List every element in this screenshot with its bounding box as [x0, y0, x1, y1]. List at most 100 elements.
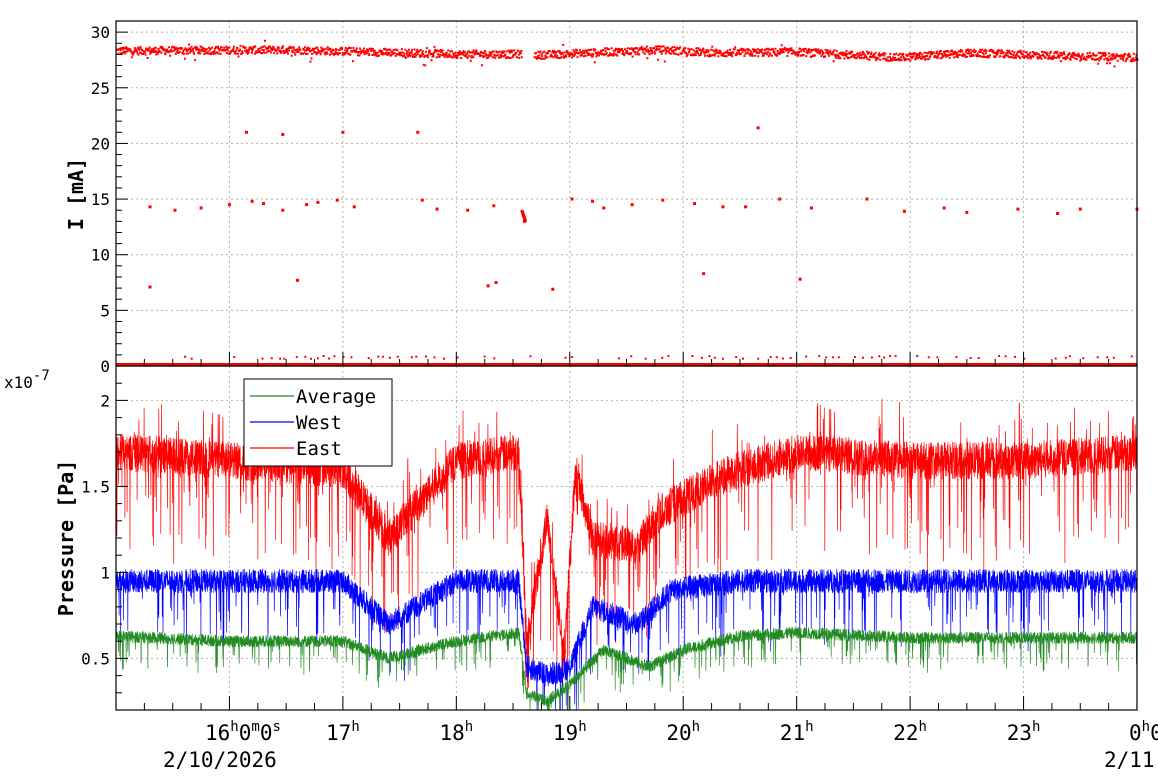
date-label: 2/11: [1104, 748, 1155, 772]
pressure-y-tick-label: 0.5: [81, 649, 110, 668]
current-outlier-point: [335, 198, 339, 202]
current-outlier-point: [693, 202, 697, 206]
current-outlier-point: [942, 206, 946, 210]
current-outlier-point: [420, 198, 424, 202]
time-label-unit: h: [578, 719, 586, 735]
current-outlier-point: [778, 197, 782, 201]
legend-label-east: East: [296, 438, 342, 460]
current-outlier-point: [1056, 212, 1060, 216]
current-outlier-point: [199, 206, 203, 210]
current-outlier-point: [435, 207, 439, 211]
pressure-y-exponent: x10-7: [4, 368, 50, 392]
time-label-base: 21: [780, 721, 805, 745]
pressure-series-west: [115, 568, 1138, 711]
current-outlier-point: [250, 199, 254, 203]
current-y-tick-label: 10: [91, 246, 110, 265]
current-outlier-point: [721, 205, 725, 209]
current-y-tick-label: 20: [91, 134, 110, 153]
current-outlier-point: [466, 208, 470, 212]
time-label-base: 19: [553, 721, 578, 745]
time-label-base: 17: [326, 721, 351, 745]
time-axis-label: 19h​: [553, 719, 587, 745]
current-outlier-point: [341, 130, 345, 134]
time-axis-ticks: [143, 352, 1138, 710]
time-axis-label: 22h​: [893, 719, 927, 745]
date-label: 2/10/2026: [163, 748, 277, 772]
time-label-unit: m: [251, 719, 259, 735]
time-label-unit: h: [351, 719, 359, 735]
time-label-value: 0: [1150, 721, 1158, 745]
pressure-y-tick-label: 1.5: [81, 477, 110, 496]
current-outlier-point: [316, 200, 320, 204]
time-axis-label: 18h​: [439, 719, 473, 745]
current-decay-point: [523, 219, 527, 223]
legend-label-average: Average: [296, 386, 376, 408]
current-outlier-point: [902, 209, 906, 213]
time-axis-label: 21h​: [780, 719, 814, 745]
legend-label-west: West: [296, 412, 342, 434]
current-outlier-point: [244, 130, 248, 134]
time-label-base: 16: [205, 721, 230, 745]
current-outlier-point: [494, 281, 498, 285]
pressure-data: [115, 399, 1138, 711]
current-outlier-point: [744, 205, 748, 209]
time-label-base: 23: [1007, 721, 1032, 745]
current-outlier-point: [965, 210, 969, 214]
time-label-base: 20: [666, 721, 691, 745]
current-outlier-point: [865, 197, 869, 201]
current-outlier-point: [486, 284, 490, 288]
time-label-base: 22: [893, 721, 918, 745]
current-outlier-point: [261, 202, 265, 206]
current-outlier-point: [173, 208, 177, 212]
current-outlier-point: [798, 277, 802, 281]
time-label-unit: h: [1032, 719, 1040, 735]
current-outlier-point: [590, 199, 594, 203]
current-y-ticks: 0 5 10 15 20 25 30: [91, 20, 128, 376]
current-outlier-point: [630, 203, 634, 207]
current-outlier-point: [756, 126, 760, 130]
time-label-value: 0: [239, 721, 252, 745]
pressure-y-tick-label: 1: [100, 563, 110, 582]
current-low-points: [184, 354, 1133, 360]
time-axis-label: 23h​: [1007, 719, 1041, 745]
time-label-unit: h: [465, 719, 473, 735]
current-outlier-point: [570, 197, 574, 201]
current-y-tick-label: 25: [91, 79, 110, 98]
time-axis-label: 20h​: [666, 719, 700, 745]
current-outlier-point: [809, 206, 813, 210]
time-label-base: 0: [1129, 721, 1142, 745]
time-label-base: 18: [439, 721, 464, 745]
current-outlier-point: [702, 272, 706, 276]
time-axis-labels: 16h0m0s​17h​18h​19h​20h​21h​22h​23h​0h00…: [163, 719, 1158, 772]
current-outlier-point: [296, 278, 300, 282]
current-outlier-point: [1016, 207, 1020, 211]
current-outlier-point: [352, 205, 356, 209]
current-outlier-point: [281, 133, 285, 137]
exponent-power: -7: [33, 368, 50, 384]
pressure-legend: Average West East: [243, 378, 393, 467]
time-label-unit: h: [692, 719, 700, 735]
time-label-unit: h: [805, 719, 813, 735]
current-outlier-point: [148, 205, 152, 209]
pressure-y-axis-title: Pressure [Pa]: [54, 460, 78, 617]
current-outlier-point: [227, 203, 231, 207]
time-label-unit: s: [272, 719, 280, 735]
current-outlier-point: [661, 198, 665, 202]
current-outlier-point: [602, 206, 606, 210]
time-label-unit: h: [230, 719, 238, 735]
current-grid: [116, 21, 1137, 366]
time-axis-label: 16h0m0s​: [205, 719, 281, 745]
current-outlier-point: [1078, 207, 1082, 211]
current-outlier-point: [551, 287, 555, 291]
pressure-series-average: [115, 626, 1138, 711]
time-label-value: 0: [260, 721, 273, 745]
pressure-y-tick-label: 2: [100, 391, 110, 410]
time-axis-label: 0h00​: [1129, 719, 1158, 745]
current-y-tick-label: 30: [91, 23, 110, 42]
current-outlier-point: [281, 208, 285, 212]
current-outlier-point: [148, 285, 152, 289]
current-y-tick-label: 15: [91, 190, 110, 209]
current-y-tick-label: 5: [100, 301, 110, 320]
